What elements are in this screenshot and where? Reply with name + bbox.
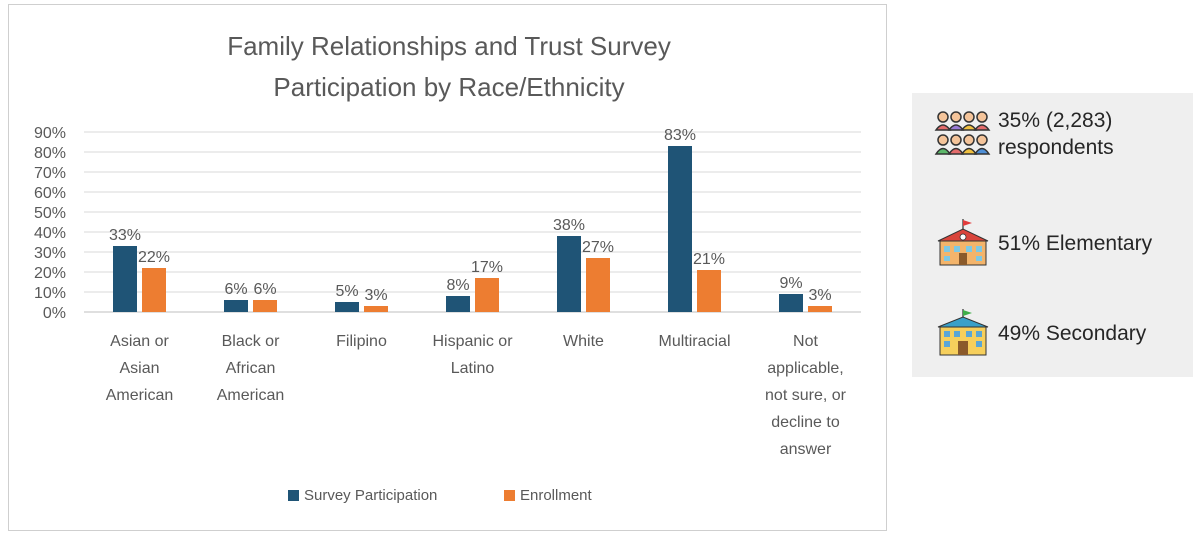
secondary-text: 49% Secondary bbox=[998, 321, 1147, 345]
y-axis-ticks: 0% 10% 20% 30% 40% 50% 60% 70% 80% 90% bbox=[34, 125, 66, 322]
respondents-text: 35% (2,283) respondents bbox=[998, 109, 1114, 159]
legend-label: Enrollment bbox=[520, 487, 593, 504]
x-category-label: decline to bbox=[771, 414, 840, 431]
legend: Survey Participation Enrollment bbox=[288, 487, 593, 504]
y-tick-label: 50% bbox=[34, 205, 66, 222]
y-tick-label: 90% bbox=[34, 125, 66, 142]
legend-swatch bbox=[288, 490, 299, 501]
data-label: 6% bbox=[253, 281, 276, 298]
x-category-label: not sure, or bbox=[765, 387, 847, 404]
data-label: 3% bbox=[364, 287, 387, 304]
secondary-row: 49% Secondary bbox=[934, 309, 1146, 357]
bar-survey-participation bbox=[224, 300, 248, 312]
elementary-row: 51% Elementary bbox=[934, 219, 1152, 267]
x-category-label: applicable, bbox=[767, 360, 844, 377]
summary-panel: 35% (2,283) respondents 51% Elementary 4… bbox=[912, 93, 1193, 377]
x-category-label: Black or bbox=[222, 333, 280, 350]
people-group-icon bbox=[934, 111, 991, 155]
x-category-label: Hispanic or bbox=[432, 333, 513, 350]
bar-enrollment bbox=[364, 306, 388, 312]
bars bbox=[113, 146, 832, 312]
y-tick-label: 10% bbox=[34, 285, 66, 302]
data-label: 5% bbox=[335, 283, 358, 300]
data-label: 17% bbox=[471, 259, 503, 276]
y-tick-label: 30% bbox=[34, 245, 66, 262]
bar-survey-participation bbox=[557, 236, 581, 312]
y-tick-label: 80% bbox=[34, 145, 66, 162]
x-category-label: Filipino bbox=[336, 333, 387, 350]
data-label: 38% bbox=[553, 217, 585, 234]
elementary-text: 51% Elementary bbox=[998, 231, 1153, 255]
chart-frame: Family Relationships and Trust Survey Par… bbox=[8, 4, 887, 531]
bar-enrollment bbox=[142, 268, 166, 312]
data-label: 6% bbox=[224, 281, 247, 298]
data-label: 21% bbox=[693, 251, 725, 268]
data-label: 83% bbox=[664, 127, 696, 144]
legend-label: Survey Participation bbox=[304, 487, 437, 504]
x-category-label: American bbox=[217, 387, 285, 404]
chart-title: Family Relationships and Trust Survey Par… bbox=[227, 31, 671, 102]
bar-survey-participation bbox=[779, 294, 803, 312]
bar-enrollment bbox=[253, 300, 277, 312]
chart-title-line: Participation by Race/Ethnicity bbox=[273, 72, 624, 102]
x-category-label: Multiracial bbox=[658, 333, 730, 350]
x-category-label: answer bbox=[780, 441, 832, 458]
y-tick-label: 70% bbox=[34, 165, 66, 182]
bar-enrollment bbox=[808, 306, 832, 312]
x-category-label: African bbox=[226, 360, 276, 377]
bar-survey-participation bbox=[113, 246, 137, 312]
x-category-label: American bbox=[106, 387, 174, 404]
bar-enrollment bbox=[586, 258, 610, 312]
bar-enrollment bbox=[475, 278, 499, 312]
data-labels: 33% 6% 5% 8% 38% 83% 9% 22% 6% 3% 17% 27% 21% 3% bbox=[109, 127, 832, 304]
y-tick-label: 20% bbox=[34, 265, 66, 282]
respondents-row: 35% (2,283) respondents bbox=[934, 107, 1114, 161]
legend-swatch bbox=[504, 490, 515, 501]
y-tick-label: 40% bbox=[34, 225, 66, 242]
x-category-label: Asian bbox=[119, 360, 159, 377]
gridlines bbox=[84, 131, 861, 313]
x-category-label: White bbox=[563, 333, 604, 350]
bar-survey-participation bbox=[335, 302, 359, 312]
data-label: 8% bbox=[446, 277, 469, 294]
data-label: 22% bbox=[138, 249, 170, 266]
x-category-label: Latino bbox=[451, 360, 495, 377]
data-label: 3% bbox=[808, 287, 831, 304]
x-axis-categories: Asian or Asian American Black or African Amer… bbox=[106, 333, 847, 458]
data-label: 27% bbox=[582, 239, 614, 256]
chart-title-line: Family Relationships and Trust Survey bbox=[227, 31, 671, 61]
data-label: 9% bbox=[779, 275, 802, 292]
data-label: 33% bbox=[109, 227, 141, 244]
y-tick-label: 60% bbox=[34, 185, 66, 202]
y-tick-label: 0% bbox=[43, 305, 66, 322]
elementary-school-icon bbox=[937, 219, 989, 266]
bar-chart: Family Relationships and Trust Survey Par… bbox=[34, 31, 861, 504]
secondary-school-icon bbox=[937, 309, 989, 356]
bar-survey-participation bbox=[668, 146, 692, 312]
x-category-label: Asian or bbox=[110, 333, 169, 350]
x-category-label: Not bbox=[793, 333, 818, 350]
bar-enrollment bbox=[697, 270, 721, 312]
bar-survey-participation bbox=[446, 296, 470, 312]
